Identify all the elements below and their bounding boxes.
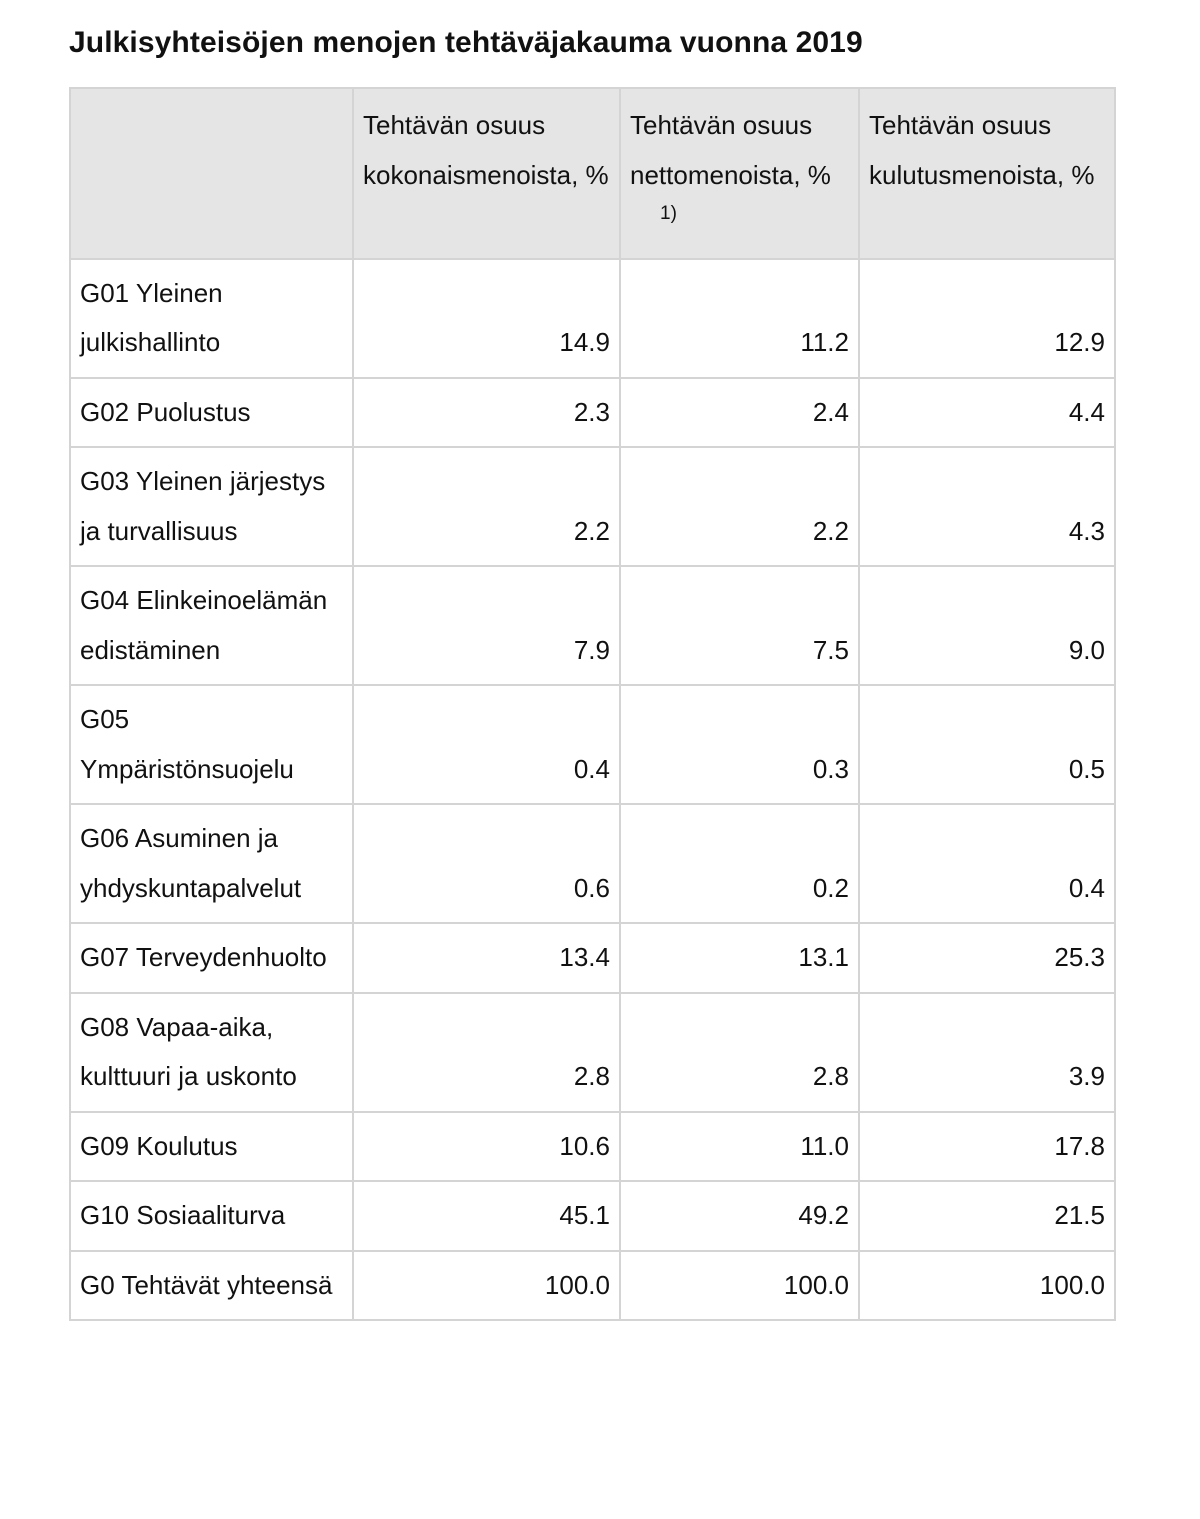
value-total-share: 2.3 — [352, 376, 621, 448]
header-text-total-share: Tehtävän osuus kokonaismenoista, % — [363, 110, 609, 190]
header-text-net-share: Tehtävän osuus nettomenoista, % — [630, 110, 831, 190]
value-consumption-share: 17.8 — [858, 1110, 1116, 1182]
row-label-cell: G03 Yleinen järjestys ja turvallisuus — [69, 446, 354, 567]
value-net-share: 49.2 — [619, 1180, 860, 1252]
value-consumption-share: 0.5 — [858, 684, 1116, 805]
value-net-share: 7.5 — [619, 565, 860, 686]
value-total-share: 0.6 — [352, 803, 621, 924]
value-net-share: 0.2 — [619, 803, 860, 924]
value-total-share: 10.6 — [352, 1110, 621, 1182]
value-consumption-share: 0.4 — [858, 803, 1116, 924]
table-row: G06 Asuminen ja yhdyskuntapalvelut 0.6 0.2… — [69, 803, 1116, 924]
table-row: G08 Vapaa-aika, kulttuuri ja uskonto 2.8 2… — [69, 991, 1116, 1113]
row-label-cell: G08 Vapaa-aika, kulttuuri ja uskonto — [69, 991, 354, 1113]
header-text-consumption-share: Tehtävän osuus kulutusmenoista, % — [869, 110, 1095, 190]
value-consumption-share: 9.0 — [858, 565, 1116, 686]
value-total-share: 2.2 — [352, 446, 621, 567]
expenditure-table: Tehtävän osuus kokonaismenoista, % Tehtä… — [69, 87, 1116, 1321]
value-net-share: 100.0 — [619, 1249, 860, 1321]
table-row: G10 Sosiaaliturva 45.1 49.2 21.5 — [69, 1180, 1116, 1252]
table-row: G05 Ympäristönsuojelu 0.4 0.3 0.5 — [69, 684, 1116, 805]
value-total-share: 2.8 — [352, 991, 621, 1113]
value-consumption-share: 100.0 — [858, 1249, 1116, 1321]
header-cell-total-share: Tehtävän osuus kokonaismenoista, % — [352, 87, 621, 260]
value-net-share: 11.2 — [619, 257, 860, 379]
row-label-cell: G07 Terveydenhuolto — [69, 922, 354, 994]
value-consumption-share: 25.3 — [858, 922, 1116, 994]
value-consumption-share: 4.4 — [858, 376, 1116, 448]
footnote-marker: 1) — [660, 203, 677, 224]
value-consumption-share: 12.9 — [858, 257, 1116, 379]
header-cell-empty — [69, 87, 354, 260]
page-title: Julkisyhteisöjen menojen tehtäväjakauma … — [69, 26, 863, 59]
table-row: G04 Elinkeinoelämän edistäminen 7.9 7.5 9.0 — [69, 565, 1116, 686]
row-label-cell: G09 Koulutus — [69, 1110, 354, 1182]
row-label-cell: G0 Tehtävät yhteensä — [69, 1249, 354, 1321]
table-row: G0 Tehtävät yhteensä 100.0 100.0 100.0 — [69, 1249, 1116, 1321]
value-total-share: 13.4 — [352, 922, 621, 994]
value-consumption-share: 21.5 — [858, 1180, 1116, 1252]
row-label-cell: G05 Ympäristönsuojelu — [69, 684, 354, 805]
table-header: Tehtävän osuus kokonaismenoista, % Tehtä… — [69, 87, 1116, 260]
header-row: Tehtävän osuus kokonaismenoista, % Tehtä… — [69, 87, 1116, 260]
value-total-share: 7.9 — [352, 565, 621, 686]
value-net-share: 11.0 — [619, 1110, 860, 1182]
value-net-share: 2.4 — [619, 376, 860, 448]
value-net-share: 2.8 — [619, 991, 860, 1113]
value-net-share: 2.2 — [619, 446, 860, 567]
value-total-share: 45.1 — [352, 1180, 621, 1252]
header-cell-consumption-share: Tehtävän osuus kulutusmenoista, % — [858, 87, 1116, 260]
row-label-cell: G06 Asuminen ja yhdyskuntapalvelut — [69, 803, 354, 924]
table-row: G07 Terveydenhuolto 13.4 13.1 25.3 — [69, 922, 1116, 994]
row-label-cell: G04 Elinkeinoelämän edistäminen — [69, 565, 354, 686]
value-net-share: 0.3 — [619, 684, 860, 805]
value-total-share: 0.4 — [352, 684, 621, 805]
table-body: G01 Yleinen julkishallinto 14.9 11.2 12.9 G0… — [69, 257, 1116, 1321]
value-total-share: 14.9 — [352, 257, 621, 379]
table-row: G02 Puolustus 2.3 2.4 4.4 — [69, 376, 1116, 448]
table-row: G03 Yleinen järjestys ja turvallisuus 2.2… — [69, 446, 1116, 567]
header-cell-net-share: Tehtävän osuus nettomenoista, % 1) — [619, 87, 860, 260]
table-row: G01 Yleinen julkishallinto 14.9 11.2 12.9 — [69, 257, 1116, 379]
value-consumption-share: 4.3 — [858, 446, 1116, 567]
row-label-cell: G10 Sosiaaliturva — [69, 1180, 354, 1252]
table-row: G09 Koulutus 10.6 11.0 17.8 — [69, 1110, 1116, 1182]
value-net-share: 13.1 — [619, 922, 860, 994]
row-label-cell: G02 Puolustus — [69, 376, 354, 448]
value-total-share: 100.0 — [352, 1249, 621, 1321]
value-consumption-share: 3.9 — [858, 991, 1116, 1113]
row-label-cell: G01 Yleinen julkishallinto — [69, 257, 354, 379]
